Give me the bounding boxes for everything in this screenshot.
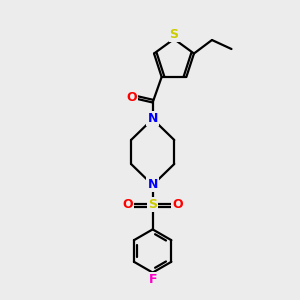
Text: O: O <box>123 198 134 211</box>
Text: O: O <box>172 198 183 211</box>
Text: O: O <box>126 92 137 104</box>
Text: S: S <box>148 198 157 211</box>
Text: F: F <box>148 273 157 286</box>
Text: N: N <box>148 178 158 191</box>
Text: N: N <box>148 112 158 125</box>
Text: S: S <box>169 28 178 41</box>
